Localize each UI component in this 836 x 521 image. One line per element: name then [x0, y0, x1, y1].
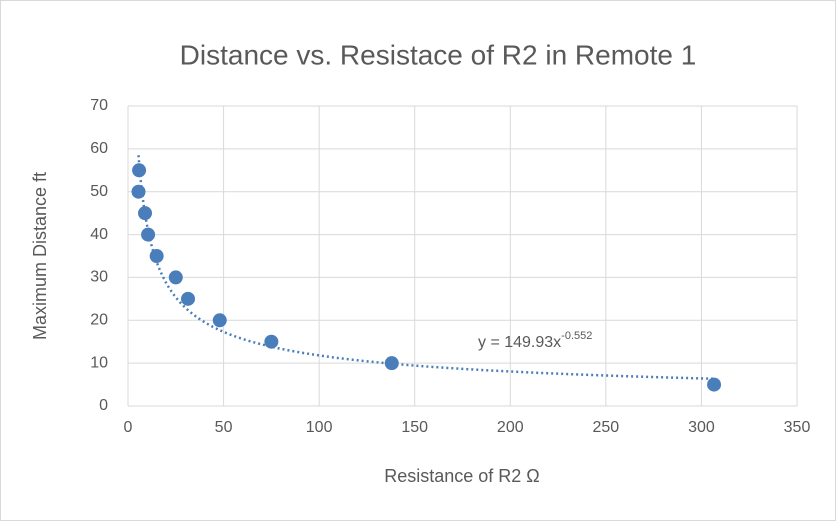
y-tick-label: 20	[90, 312, 108, 329]
y-tick-label: 0	[99, 397, 108, 414]
x-tick-label: 100	[306, 419, 333, 436]
y-tick-label: 30	[90, 269, 108, 286]
point	[264, 334, 279, 349]
y-tick-label: 10	[90, 354, 108, 371]
y-tick-label: 70	[90, 97, 108, 114]
trendline-label: y = 149.93x-0.552	[478, 330, 592, 351]
point	[131, 184, 146, 199]
y-tick-label: 60	[90, 140, 108, 157]
y-axis-label: Maximum Distance ft	[30, 172, 50, 340]
x-axis-label: Resistance of R2 Ω	[384, 466, 540, 486]
point	[141, 227, 156, 242]
y-tick-label: 40	[90, 226, 108, 243]
x-tick-label: 50	[215, 419, 233, 436]
point	[212, 313, 227, 328]
trendline-equation: y = 149.93x	[478, 334, 561, 351]
point	[384, 356, 399, 371]
x-tick-label: 150	[401, 419, 428, 436]
y-tick-label: 50	[90, 183, 108, 200]
x-tick-label: 200	[497, 419, 524, 436]
x-tick-label: 0	[124, 419, 133, 436]
chart-title: Distance vs. Resistace of R2 in Remote 1	[180, 39, 697, 70]
x-tick-label: 300	[688, 419, 715, 436]
point	[149, 249, 164, 263]
x-tick-label: 250	[593, 419, 620, 436]
point	[132, 163, 147, 178]
trendline-exponent: -0.552	[561, 330, 592, 342]
point	[138, 206, 153, 221]
trendline	[137, 155, 715, 380]
x-tick-label: 350	[784, 419, 811, 436]
point	[181, 291, 196, 306]
point	[168, 270, 183, 285]
point	[707, 377, 722, 392]
